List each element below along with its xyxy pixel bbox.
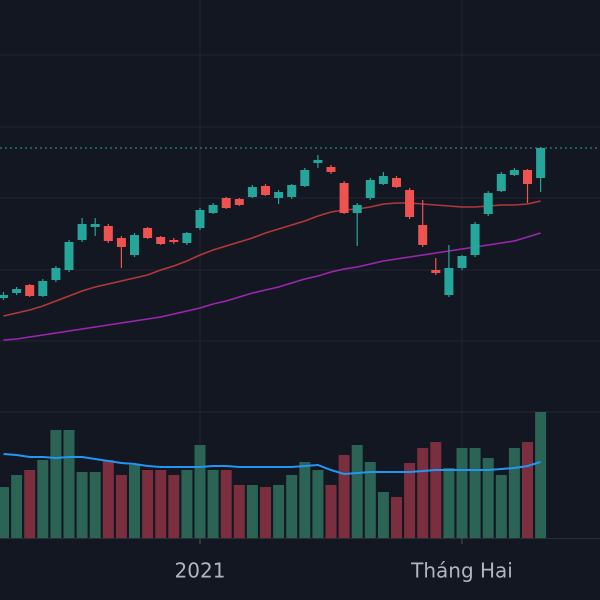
volume-bar: [351, 445, 363, 538]
volume-bar: [469, 448, 481, 538]
candle-body: [339, 183, 349, 213]
x-tick-label: Tháng Hai: [410, 559, 513, 583]
candle-body: [418, 225, 428, 245]
candle-body: [77, 224, 87, 240]
candle-body: [234, 199, 244, 205]
candle-body: [287, 185, 297, 197]
volume-bar: [37, 460, 49, 538]
volume-bar: [443, 468, 455, 538]
volume-bar: [24, 470, 36, 538]
candle-body: [326, 167, 336, 172]
volume-bar: [338, 455, 350, 538]
candle-body: [103, 226, 113, 241]
volume-bar: [260, 487, 271, 538]
candle-body: [392, 178, 401, 187]
volume-bar: [168, 475, 180, 538]
candle-body: [509, 170, 519, 175]
volume-bar: [129, 465, 140, 538]
volume-bar: [11, 475, 23, 538]
candle-body: [261, 186, 270, 195]
candle-body: [64, 242, 74, 270]
moving-average-line: [3, 232, 541, 341]
candle-body: [313, 160, 323, 163]
volume-bar: [89, 472, 101, 538]
candle-body: [12, 289, 22, 293]
candle-body: [38, 281, 48, 296]
volume-bar: [102, 460, 114, 538]
volume-bar: [220, 470, 232, 538]
volume-bar: [76, 472, 88, 538]
volume-bar: [207, 470, 219, 538]
volume-bar: [522, 442, 533, 538]
volume-bar: [142, 470, 154, 538]
candle-body: [90, 224, 100, 227]
volume-bar: [495, 475, 507, 538]
volume-bar: [325, 485, 337, 538]
candle-body: [247, 187, 257, 197]
candle-body: [25, 285, 35, 296]
volume-bar: [286, 475, 298, 538]
candle-body: [536, 148, 546, 178]
volume-bar: [417, 448, 429, 538]
candle-body: [496, 174, 506, 191]
volume-bar: [535, 412, 547, 538]
volume-bar: [115, 475, 127, 538]
candle-body: [169, 240, 179, 242]
candle-body: [300, 170, 310, 186]
candle-body: [457, 256, 467, 268]
candle-body: [51, 268, 61, 280]
candle-body: [365, 180, 375, 198]
volume-bar: [246, 485, 258, 538]
volume-bar: [364, 462, 376, 538]
volume-bar: [0, 487, 9, 538]
volume-bar: [233, 485, 245, 538]
volume-bar: [482, 458, 494, 538]
candle-body: [274, 192, 284, 198]
candle-body: [378, 176, 388, 184]
volume-bar: [194, 445, 206, 538]
volume-bar: [181, 470, 193, 538]
x-tick-label: 2021: [175, 559, 226, 583]
candle-body: [444, 268, 454, 295]
candle-body: [143, 228, 153, 238]
volume-bar: [299, 462, 311, 538]
candle-body: [130, 235, 139, 255]
volume-bar: [391, 497, 402, 538]
volume-bar: [404, 463, 416, 538]
time-axis: 2021 Tháng Hai: [175, 538, 513, 583]
candle-body: [208, 205, 218, 213]
candle-body: [352, 205, 362, 213]
candle-body: [431, 270, 441, 273]
volume-bar: [377, 492, 389, 538]
volume-bar: [312, 470, 324, 538]
volume-bar: [63, 430, 75, 538]
volume-ma-line: [3, 453, 541, 476]
candle-body: [0, 295, 8, 298]
candle-body: [405, 190, 415, 217]
volume-bar: [155, 470, 167, 538]
candle-body: [523, 170, 532, 184]
volume-bar: [50, 430, 62, 538]
candle-body: [116, 238, 126, 247]
volume-bar: [430, 442, 442, 538]
candle-body: [195, 210, 205, 228]
candle-body: [470, 224, 480, 255]
volume-bar: [456, 448, 468, 538]
volume-bar: [273, 485, 285, 538]
candle-body: [182, 233, 192, 243]
candle-body: [156, 237, 166, 244]
candle-body: [221, 198, 231, 208]
candle-body: [483, 193, 493, 214]
moving-average-line: [3, 200, 541, 317]
price-pane: [0, 147, 600, 341]
volume-bar: [508, 448, 520, 538]
volume-pane: [0, 412, 547, 538]
